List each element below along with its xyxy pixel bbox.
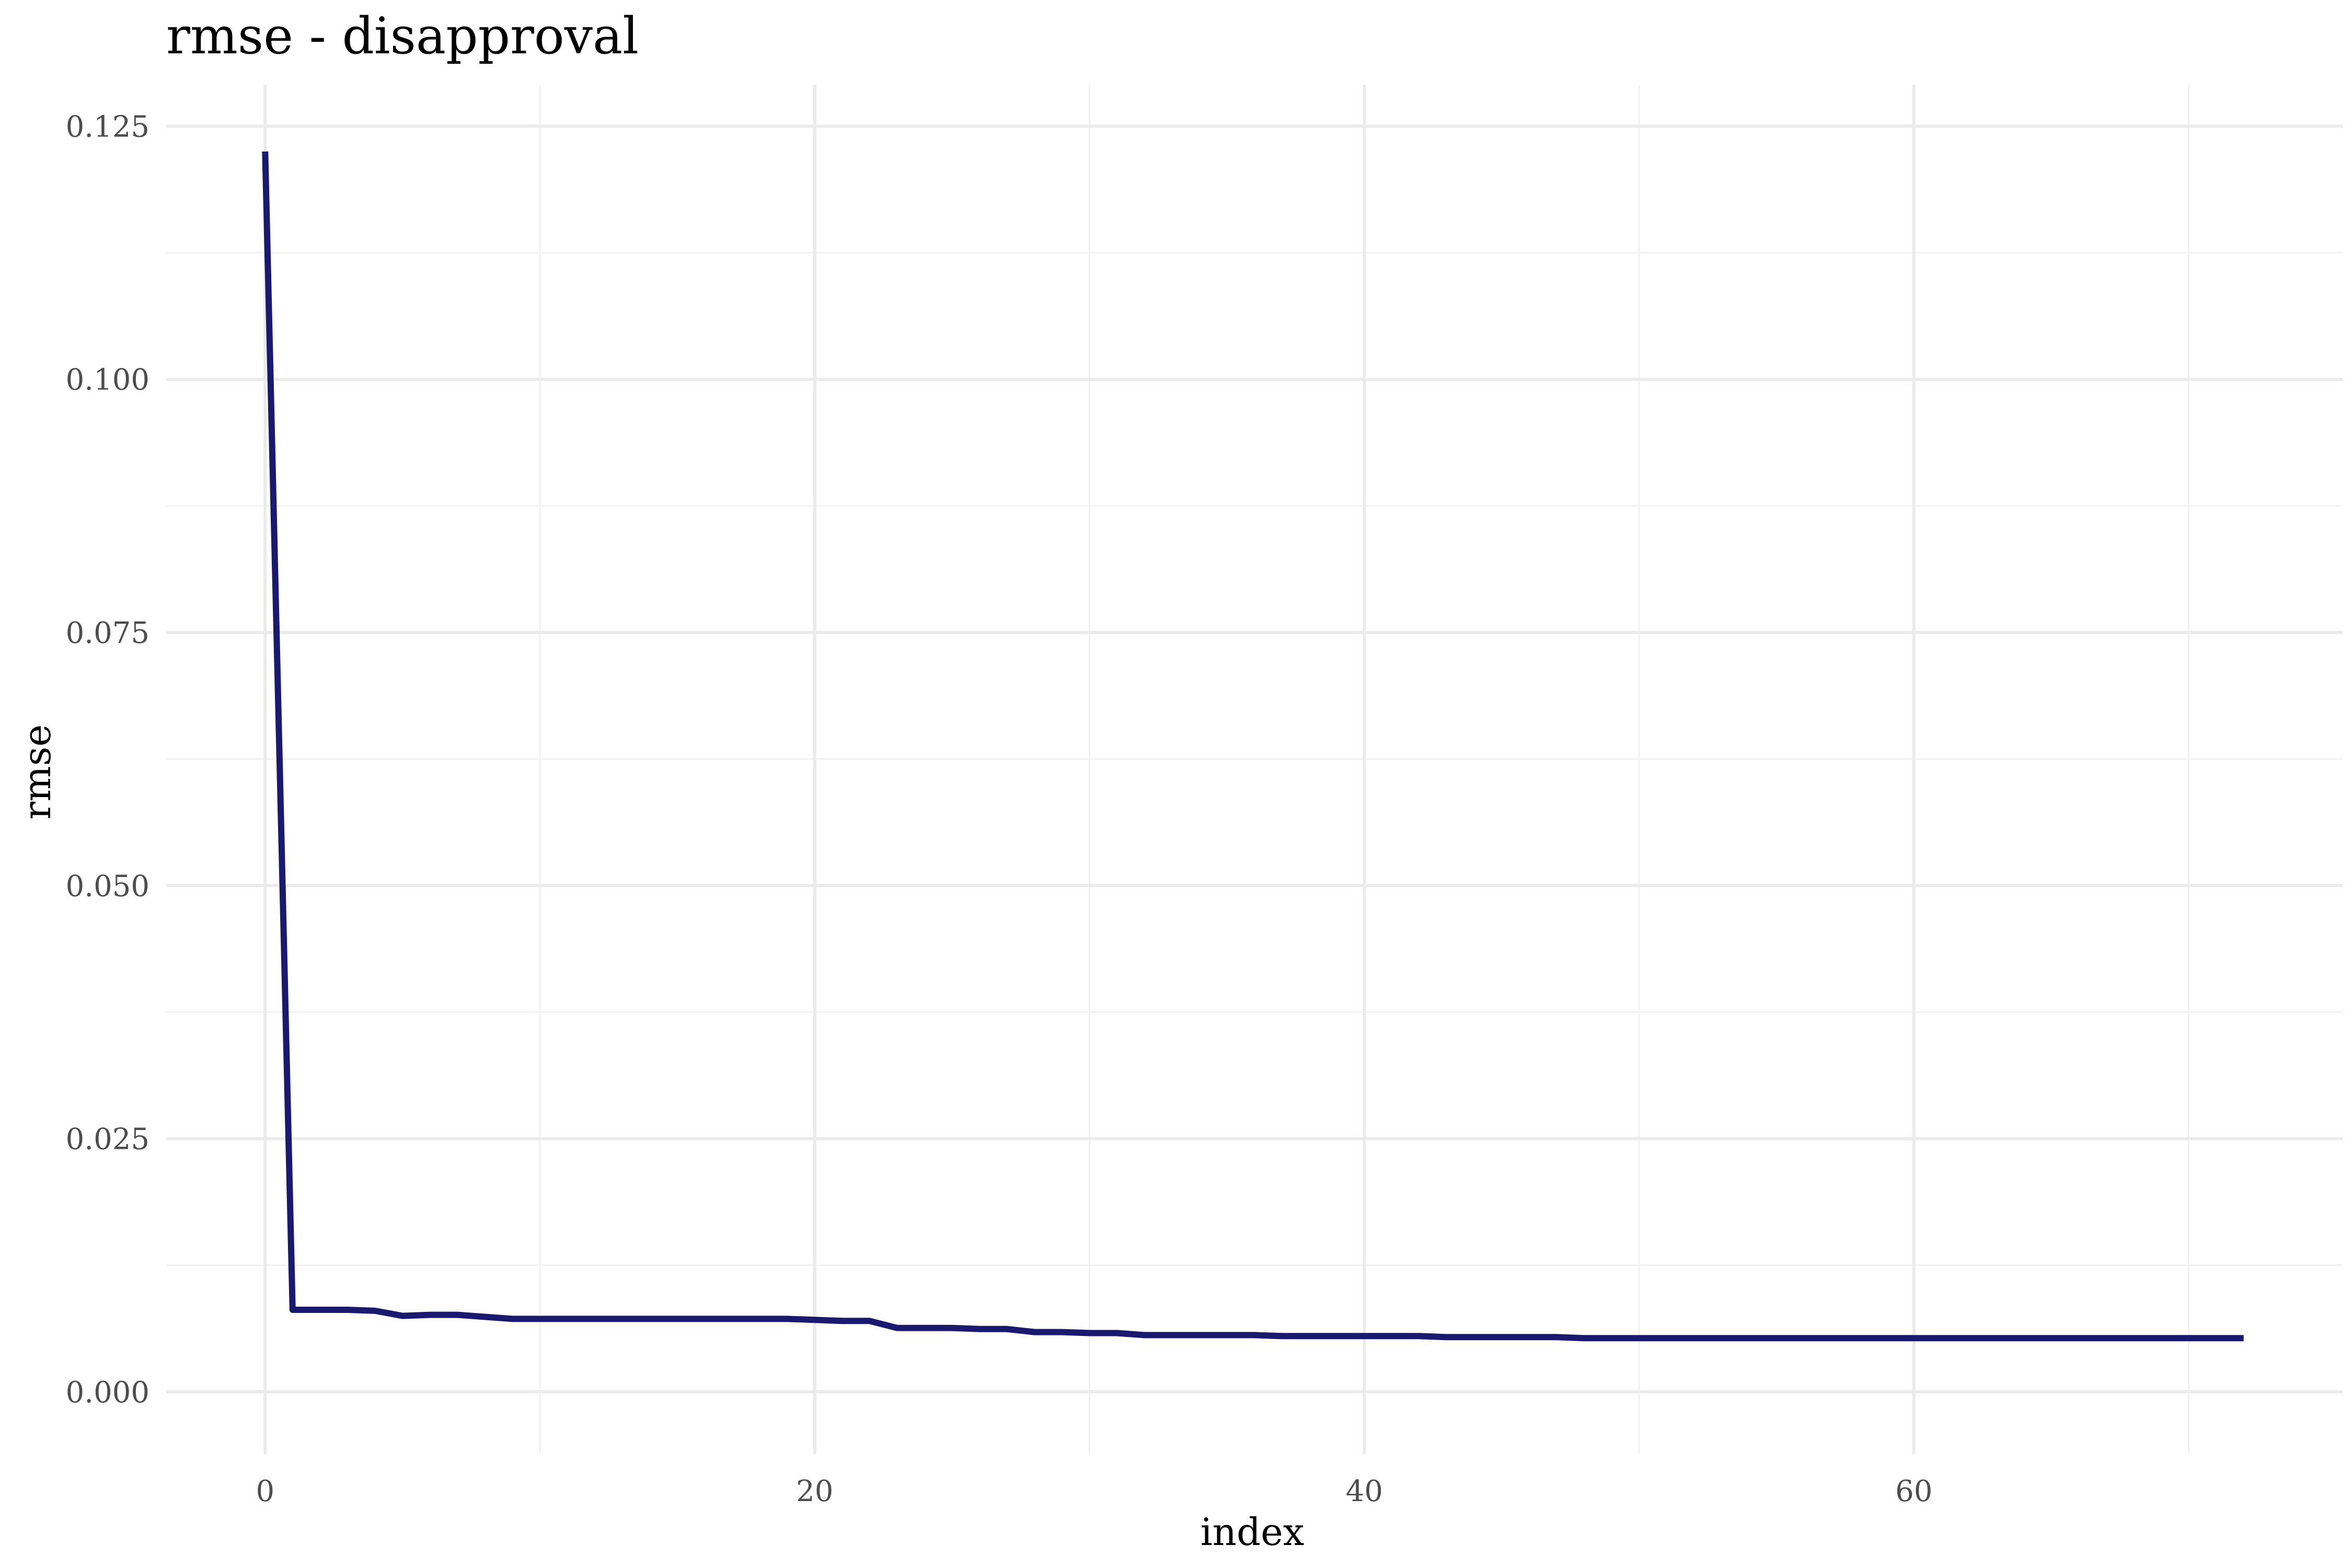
series-layer <box>262 151 2244 1342</box>
x-axis-title: index <box>1201 1510 1305 1554</box>
x-tick-label: 60 <box>1895 1474 1932 1508</box>
x-tick-label: 20 <box>796 1474 833 1508</box>
x-tick-label: 0 <box>256 1474 274 1508</box>
chart-title: rmse - disapproval <box>166 7 639 65</box>
major-gridlines <box>166 85 2343 1454</box>
y-tick-label: 0.075 <box>66 616 149 650</box>
x-tick-label: 40 <box>1346 1474 1383 1508</box>
y-tick-label: 0.000 <box>66 1376 149 1410</box>
y-axis-tick-labels: 0.000 0.025 0.050 0.075 0.100 0.125 <box>66 110 149 1409</box>
y-tick-label: 0.050 <box>66 869 149 903</box>
x-axis-tick-labels: 0 20 40 60 <box>256 1474 1932 1508</box>
y-tick-label: 0.100 <box>66 363 149 397</box>
y-axis-title: rmse <box>15 724 59 820</box>
rmse-line <box>262 151 2244 1342</box>
y-tick-label: 0.125 <box>66 110 149 144</box>
minor-gridlines <box>166 85 2343 1454</box>
y-tick-label: 0.025 <box>66 1123 149 1157</box>
